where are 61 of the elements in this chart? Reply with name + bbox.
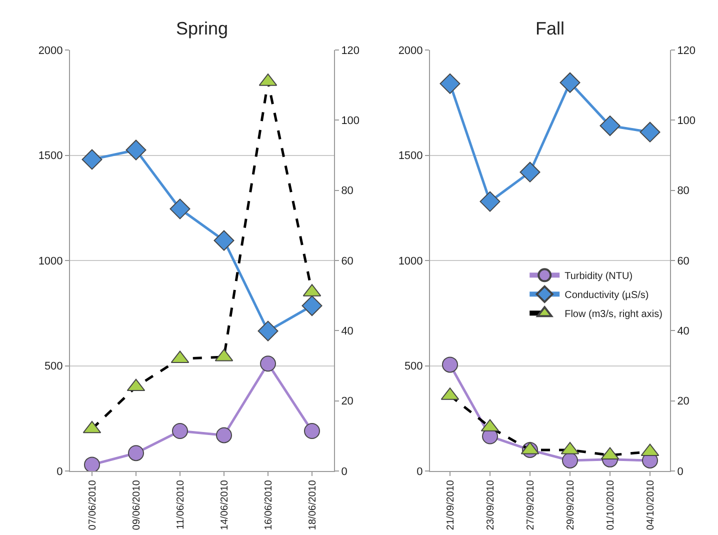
x-tick-label: 16/06/2010 <box>263 480 274 530</box>
y2-tick-label: 40 <box>677 326 690 338</box>
x-tick-label: 04/10/2010 <box>645 480 656 530</box>
chart-title: Fall <box>535 18 565 39</box>
x-tick-label: 23/09/2010 <box>485 480 496 530</box>
y-tick-label: 1500 <box>398 150 423 162</box>
point <box>128 445 144 462</box>
point <box>442 356 458 373</box>
point <box>260 356 276 372</box>
x-tick-label: 09/06/2010 <box>131 480 142 530</box>
y2-tick-label: 60 <box>677 255 690 268</box>
point <box>562 452 578 468</box>
y-tick-label: 2000 <box>398 44 423 57</box>
x-tick-label: 29/09/2010 <box>565 480 576 530</box>
legend-label: Turbidity (NTU) <box>564 271 633 282</box>
point <box>258 320 278 342</box>
y-tick-label: 500 <box>404 360 423 373</box>
y-tick-label: 0 <box>56 466 63 478</box>
y2-tick-label: 120 <box>341 44 360 57</box>
point <box>82 149 102 170</box>
point <box>216 427 232 444</box>
y2-tick-label: 60 <box>341 255 354 268</box>
x-tick-label: 21/09/2010 <box>445 480 456 530</box>
point <box>480 191 500 212</box>
legend-label: Flow (m3/s, right axis) <box>564 309 662 320</box>
point <box>600 116 620 136</box>
point <box>172 423 188 440</box>
legend-label: Conductivity (µS/s) <box>564 290 649 302</box>
y-tick-label: 1000 <box>38 255 63 268</box>
x-tick-label: 27/09/2010 <box>525 480 536 530</box>
point <box>126 140 146 160</box>
x-tick-label: 07/06/2010 <box>87 480 98 530</box>
point <box>170 198 190 220</box>
y-tick-label: 1500 <box>38 150 63 162</box>
y-tick-label: 0 <box>416 466 423 478</box>
x-tick-label: 01/10/2010 <box>605 480 616 530</box>
y2-tick-label: 120 <box>677 44 696 57</box>
point <box>520 162 540 182</box>
y2-tick-label: 20 <box>677 396 690 408</box>
y2-tick-label: 80 <box>677 185 690 198</box>
y2-tick-label: 100 <box>341 115 360 128</box>
x-tick-label: 18/06/2010 <box>307 480 318 530</box>
y2-tick-label: 0 <box>341 466 348 478</box>
x-tick-label: 14/06/2010 <box>219 480 230 530</box>
point <box>640 122 660 142</box>
y-tick-label: 1000 <box>398 255 423 268</box>
y2-tick-label: 0 <box>677 466 684 478</box>
point <box>84 456 100 471</box>
chart-title: Spring <box>176 18 228 39</box>
y2-tick-label: 100 <box>677 115 696 128</box>
point <box>304 423 320 440</box>
x-tick-label: 11/06/2010 <box>175 480 186 530</box>
y2-tick-label: 20 <box>341 396 354 408</box>
point <box>560 72 580 93</box>
point <box>440 73 460 94</box>
y2-tick-label: 40 <box>341 326 354 338</box>
y-tick-label: 500 <box>44 360 63 373</box>
point <box>214 230 234 251</box>
point <box>302 296 322 316</box>
y2-tick-label: 80 <box>341 185 354 198</box>
y-tick-label: 2000 <box>38 44 63 57</box>
